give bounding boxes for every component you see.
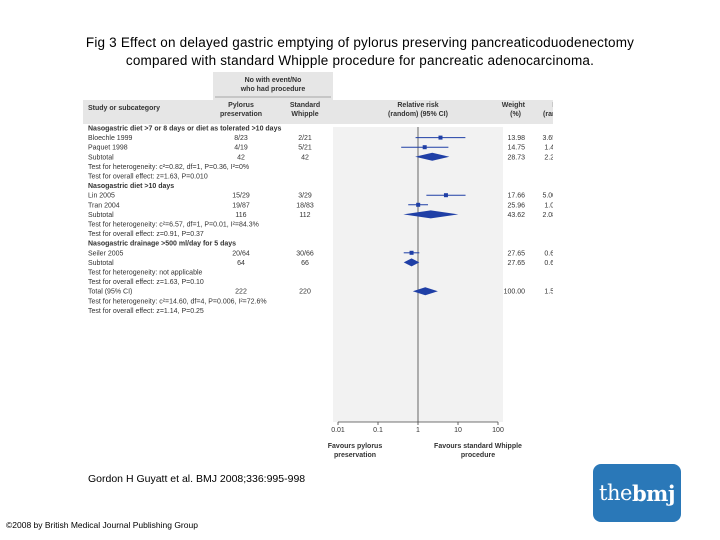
header-col2-line-1: Standard xyxy=(290,102,320,109)
header-study: Study or subcategory xyxy=(88,105,160,112)
copyright: ©2008 by British Medical Journal Publish… xyxy=(6,520,198,530)
row-col2-value: 112 xyxy=(299,212,310,219)
citation: Gordon H Guyatt et al. BMJ 2008;336:995-… xyxy=(88,473,306,485)
x-tick-label: 0.1 xyxy=(373,427,383,434)
header-group-line-2: who had procedure xyxy=(240,86,306,93)
row-col1-value: 64 xyxy=(237,260,245,267)
row-label-study: Seiler 2005 xyxy=(88,250,124,257)
subtotal-diamond xyxy=(403,258,420,267)
row-col1-value: 19/87 xyxy=(232,202,250,209)
x-tick-label: 1 xyxy=(416,427,420,434)
total-diamond xyxy=(412,287,438,296)
row-col2-value: 42 xyxy=(301,154,309,161)
row-ci-value: 1.01 (0.57 to 1.78) xyxy=(544,202,553,209)
row-col1-value: 222 xyxy=(235,289,247,296)
slide-title-line-1: Fig 3 Effect on delayed gastric emptying… xyxy=(85,35,635,50)
row-weight-value: 17.66 xyxy=(507,193,525,200)
point-estimate-square xyxy=(438,135,443,140)
x-tick-label: 10 xyxy=(454,427,462,434)
row-label-note: Test for heterogeneity: c²=14.60, df=4, … xyxy=(88,298,267,305)
header-ci-line-2: (random) (95% CI) xyxy=(543,111,553,118)
row-ci-value: 5.00 (1.62 to 15.44) xyxy=(542,193,553,200)
row-ci-value: 2.08 (0.43 to 10.20) xyxy=(542,212,553,219)
subtotal-diamond xyxy=(415,152,450,161)
favours-left-line-1: Favours pylorus xyxy=(328,443,383,450)
row-col1-value: 4/19 xyxy=(234,145,248,152)
row-label-study: Bloechle 1999 xyxy=(88,135,132,142)
bmj-logo: the bmj xyxy=(593,464,681,522)
logo-prefix: the xyxy=(599,481,632,505)
x-tick-label: 100 xyxy=(492,427,504,434)
row-weight-value: 100.00 xyxy=(504,289,526,296)
row-label-study: Tran 2004 xyxy=(88,202,120,209)
favours-left-line-2: preservation xyxy=(334,452,376,459)
header-ci-line-1: Relative risk xyxy=(552,102,553,109)
favours-right-line-1: Favours standard Whipple xyxy=(434,443,522,450)
row-label-subtotal: Subtotal xyxy=(88,260,114,267)
row-label-note: Test for overall effect: z=1.14, P=0.25 xyxy=(88,308,204,315)
header-rr-line-1: Relative risk xyxy=(397,102,438,109)
header-group-line-1: No with event/No xyxy=(245,77,302,84)
row-col2-value: 220 xyxy=(299,289,311,296)
row-col1-value: 15/29 xyxy=(232,193,250,200)
row-label-total: Total (95% CI) xyxy=(88,289,132,296)
row-col1-value: 8/23 xyxy=(234,135,248,142)
forest-plot: No with event/No who had procedure Study o… xyxy=(83,72,553,459)
row-label-note: Test for overall effect: z=1.63, P=0.010 xyxy=(88,174,208,181)
subtotal-diamond xyxy=(403,210,459,219)
row-label-note: Test for heterogeneity: c²=6.57, df=1, P… xyxy=(88,222,259,229)
row-col2-value: 3/29 xyxy=(298,193,312,200)
header-col2-line-2: Whipple xyxy=(291,111,318,118)
row-col1-value: 116 xyxy=(235,212,246,219)
row-ci-value: 0.69 (0.44 to 1.08) xyxy=(544,250,553,257)
row-label-subtotal: Subtotal xyxy=(88,154,114,161)
row-col2-value: 66 xyxy=(301,260,309,267)
row-col1-value: 42 xyxy=(237,154,245,161)
row-weight-value: 27.65 xyxy=(507,250,525,257)
header-rr-line-2: (random) (95% CI) xyxy=(388,111,448,118)
row-ci-value: 3.65 (0.87 to 15.29) xyxy=(542,135,553,142)
row-weight-value: 43.62 xyxy=(507,212,525,219)
header-weight-line-2: (%) xyxy=(510,111,521,118)
row-label-heading: Nasogastric diet >10 days xyxy=(88,183,174,190)
row-weight-value: 14.75 xyxy=(507,145,525,152)
slide-title-line-2: compared with standard Whipple procedure… xyxy=(125,53,595,68)
header-group-bg xyxy=(213,72,333,100)
row-label-note: Test for heterogeneity: c²=0.82, df=1, P… xyxy=(88,164,249,171)
point-estimate-square xyxy=(409,250,414,255)
row-label-note: Test for overall effect: z=0.91, P=0.37 xyxy=(88,231,204,238)
row-col1-value: 20/64 xyxy=(232,250,250,257)
header-weight-line-1: Weight xyxy=(502,102,526,109)
row-weight-value: 13.98 xyxy=(507,135,525,142)
point-estimate-square xyxy=(422,145,427,150)
point-estimate-square xyxy=(416,202,421,207)
row-weight-value: 28.73 xyxy=(507,154,525,161)
row-label-heading: Nasogastric diet >7 or 8 days or diet as… xyxy=(88,126,281,133)
x-tick-label: 0.01 xyxy=(331,427,345,434)
row-col2-value: 30/66 xyxy=(296,250,314,257)
row-weight-value: 25.96 xyxy=(507,202,525,209)
header-col1-line-1: Pylorus xyxy=(228,102,254,109)
row-ci-value: 1.47 (0.38 to 5.75) xyxy=(544,145,553,152)
row-ci-value: 1.52 (0.74 to 3.14) xyxy=(544,289,553,296)
row-label-note: Test for overall effect: z=1.63, P=0.10 xyxy=(88,279,204,286)
row-label-subtotal: Subtotal xyxy=(88,212,114,219)
row-label-study: Lin 2005 xyxy=(88,193,115,200)
row-label-study: Paquet 1998 xyxy=(88,145,128,152)
favours-right-line-2: procedure xyxy=(461,452,495,459)
slide-title: Fig 3 Effect on delayed gastric emptying… xyxy=(0,34,720,70)
logo-suffix: bmj xyxy=(631,480,676,506)
row-col2-value: 18/83 xyxy=(296,202,314,209)
header-col1-line-2: preservation xyxy=(220,111,262,118)
row-label-note: Test for heterogeneity: not applicable xyxy=(88,270,203,277)
point-estimate-square xyxy=(443,193,448,198)
row-ci-value: 0.69 (0.44 to 1.08) xyxy=(544,260,553,267)
header-band-bg xyxy=(83,100,553,124)
row-ci-value: 2.27 (0.85 to 6.09) xyxy=(544,154,553,161)
row-col2-value: 5/21 xyxy=(298,145,312,152)
row-col2-value: 2/21 xyxy=(298,135,312,142)
row-label-heading: Nasogastric drainage >500 ml/day for 5 d… xyxy=(88,241,236,248)
row-weight-value: 27.65 xyxy=(507,260,525,267)
